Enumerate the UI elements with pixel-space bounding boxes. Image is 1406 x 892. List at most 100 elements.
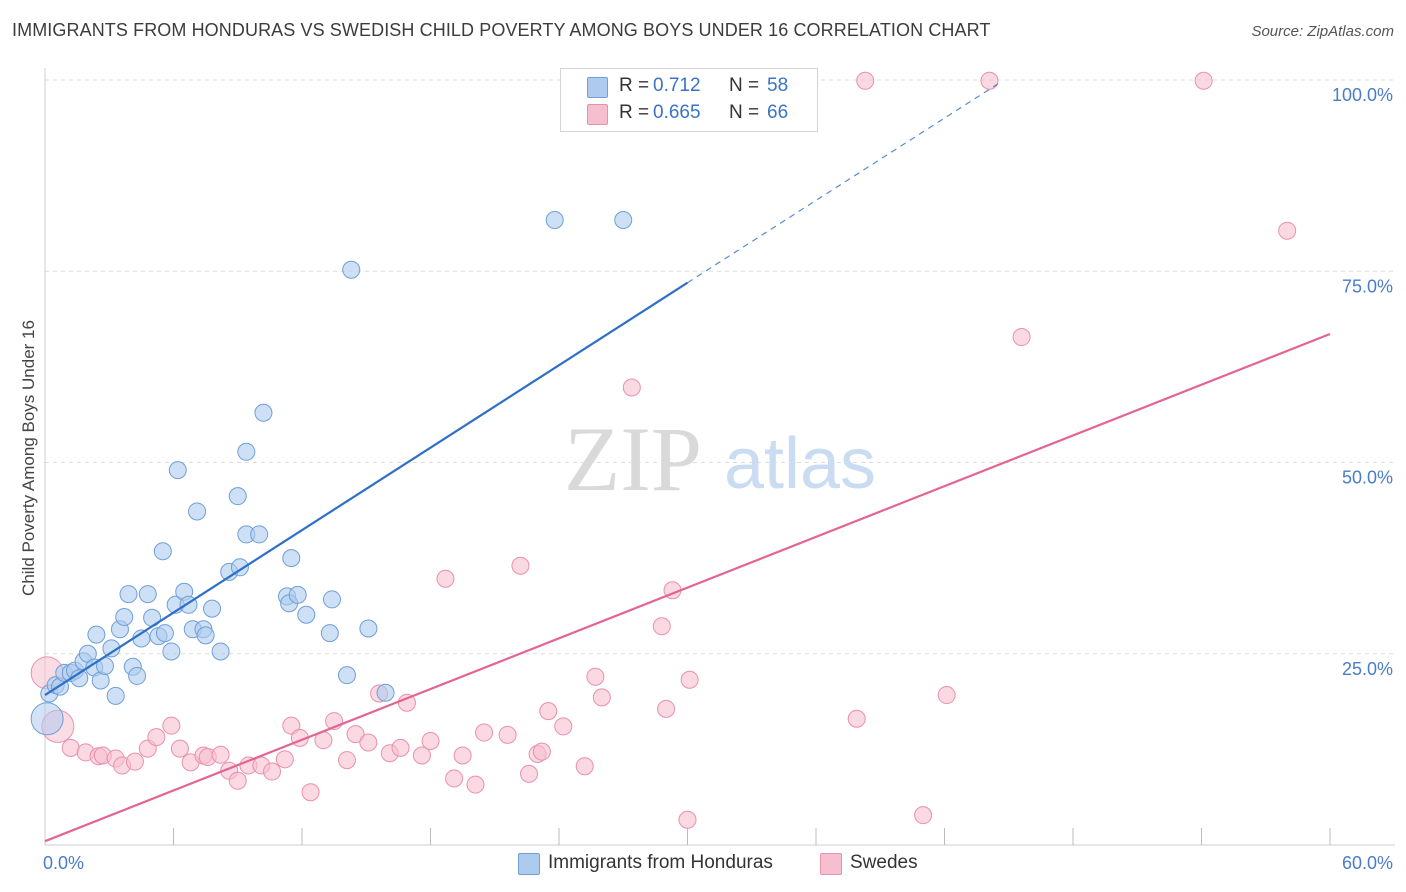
honduras-point	[162, 642, 181, 661]
swedes-point	[346, 725, 365, 744]
swedes-point	[532, 742, 551, 761]
honduras-point	[288, 585, 307, 604]
swedes-point	[211, 745, 230, 764]
swedes-point	[228, 771, 247, 790]
legend-r-label: R =	[619, 102, 650, 123]
swedes-point	[575, 757, 594, 776]
honduras-point	[342, 260, 361, 279]
swedes-point	[412, 746, 431, 765]
swedes-point	[652, 617, 671, 636]
swedes-point	[475, 723, 494, 742]
swedes-point	[498, 725, 517, 744]
honduras-point	[614, 210, 633, 229]
swedes-point	[421, 731, 440, 750]
legend-r-value: 0.712	[653, 75, 701, 96]
honduras-point	[250, 525, 269, 544]
swedes-point	[622, 378, 641, 397]
honduras-point	[30, 702, 64, 736]
chart-title: IMMIGRANTS FROM HONDURAS VS SWEDISH CHIL…	[12, 20, 991, 40]
x-tick-label-min: 0.0%	[43, 853, 84, 873]
swedes-point	[263, 762, 282, 781]
legend-r-label: R =	[619, 75, 650, 96]
legend-swatch-honduras	[587, 77, 608, 98]
stats-legend: R = 0.712 N = 58 R = 0.665 N = 66	[560, 68, 818, 132]
axis-labels: 25.0% 50.0% 75.0% 100.0% 0.0% 60.0% Child Pove…	[19, 85, 1393, 873]
swedes-point	[453, 746, 472, 765]
honduras-point	[128, 666, 147, 685]
swedes-point	[359, 733, 378, 752]
legend-n-value: 66	[767, 102, 789, 123]
swedes-point	[554, 717, 573, 736]
honduras-point	[115, 608, 134, 627]
honduras-point	[119, 585, 138, 604]
swedes-point	[586, 667, 605, 686]
trend-lines	[44, 83, 1331, 843]
honduras-point	[211, 642, 230, 661]
swedes-point	[678, 810, 697, 829]
swedes-point	[147, 728, 166, 747]
legend-swatch-swedes	[587, 104, 608, 125]
honduras-point	[87, 625, 106, 644]
source-label: Source: ZipAtlas.com	[1251, 23, 1394, 40]
swedes-point	[282, 716, 301, 735]
swedes-point	[162, 716, 181, 735]
swedes-point	[1194, 71, 1213, 90]
bottom-legend-label-honduras: Immigrants from Honduras	[548, 852, 773, 873]
y-axis-label: Child Poverty Among Boys Under 16	[19, 320, 38, 596]
swedes-point	[275, 750, 294, 769]
honduras-point	[545, 210, 564, 229]
swedes-point	[301, 783, 320, 802]
legend-n-label: N =	[729, 75, 760, 96]
legend-n-label: N =	[729, 102, 760, 123]
swedes-trend-line	[44, 332, 1331, 843]
honduras-trend-line	[44, 281, 689, 696]
swedes-point	[539, 702, 558, 721]
honduras-point	[168, 461, 187, 480]
honduras-point	[155, 624, 174, 643]
swedes-point	[61, 738, 80, 757]
honduras-point	[254, 403, 273, 422]
honduras-point	[196, 626, 215, 645]
honduras-point	[337, 666, 356, 685]
swedes-point	[511, 556, 530, 575]
honduras-point	[359, 619, 378, 638]
honduras-point	[320, 624, 339, 643]
bottom-legend-label-swedes: Swedes	[850, 852, 918, 873]
honduras-point	[138, 585, 157, 604]
swedes-point	[445, 769, 464, 788]
swedes-point	[657, 699, 676, 718]
y-tick-label: 50.0%	[1342, 468, 1393, 488]
swedes-point	[937, 686, 956, 705]
honduras-point	[102, 639, 121, 658]
swedes-point	[170, 739, 189, 758]
watermark-zip: ZIP	[564, 408, 702, 510]
swedes-point	[1278, 221, 1297, 240]
swedes-point	[914, 806, 933, 825]
swedes-point	[391, 738, 410, 757]
honduras-point	[282, 549, 301, 568]
y-tick-label: 75.0%	[1342, 276, 1393, 296]
legend-n-value: 58	[767, 75, 789, 96]
honduras-point	[106, 686, 125, 705]
honduras-point	[153, 542, 172, 561]
watermark-atlas: atlas	[724, 424, 876, 504]
swedes-point	[980, 71, 999, 90]
bottom-legend-swatch-swedes	[820, 853, 842, 875]
honduras-point	[237, 442, 256, 461]
honduras-point	[322, 590, 341, 609]
swedes-point	[856, 71, 875, 90]
bottom-legend-swatch-honduras	[518, 853, 540, 875]
honduras-point	[376, 683, 395, 702]
honduras-points	[30, 210, 633, 736]
swedes-point	[125, 752, 144, 771]
swedes-point	[466, 775, 485, 794]
honduras-point	[297, 605, 316, 624]
swedes-point	[337, 751, 356, 770]
y-tick-label: 25.0%	[1342, 659, 1393, 679]
swedes-point	[1012, 328, 1031, 347]
honduras-point	[228, 487, 247, 506]
y-tick-label: 100.0%	[1332, 85, 1393, 105]
swedes-point	[520, 764, 539, 783]
swedes-point	[436, 569, 455, 588]
